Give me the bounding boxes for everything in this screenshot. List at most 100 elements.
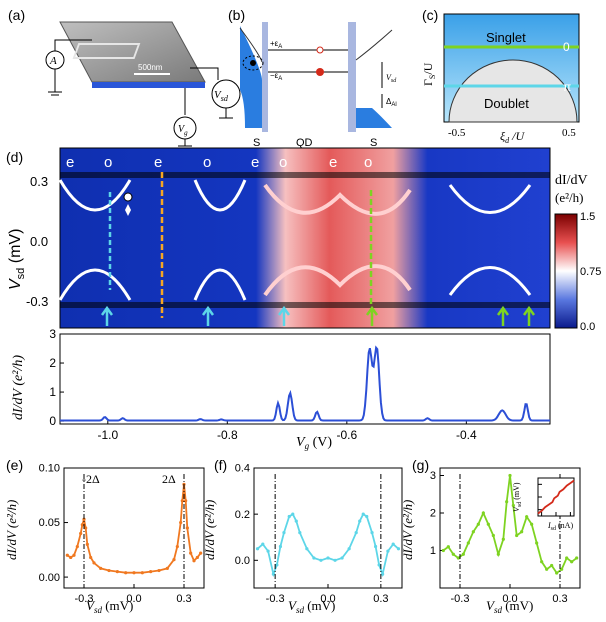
parity-label: o xyxy=(104,154,112,171)
map-ytick: 0.0 xyxy=(30,234,48,249)
vsd-source-label: Vsd xyxy=(214,89,229,103)
abs-lobe xyxy=(193,268,247,301)
e-marker-right: 2Δ xyxy=(162,472,176,486)
g-data-point xyxy=(520,530,524,534)
g-ylabel: dI/dV (e²/h) xyxy=(400,500,415,560)
e-data-point xyxy=(157,568,161,573)
panel-c: (c) Singlet Doublet 0 π ΓS/U -0.5 0.5 ξd… xyxy=(421,7,580,145)
g-inset-xlabel: Isd (nA) xyxy=(547,521,573,532)
left-dos-empty xyxy=(239,27,263,63)
map-ylabel: Vsd (mV) xyxy=(7,229,27,290)
g-data-point xyxy=(486,522,490,526)
e-data-point xyxy=(75,544,79,549)
g-inset-chart xyxy=(537,477,575,517)
minus-epsilon-label: −εA xyxy=(270,71,282,82)
abs-lobe xyxy=(58,179,132,212)
f-data-point xyxy=(347,547,351,551)
panel-a: (a) 500nm A Vsd Vg xyxy=(8,7,241,147)
g-chart: -0.3 0.0 0.3 1 2 3 xyxy=(430,467,581,605)
g-ytick-label: 1 xyxy=(430,545,436,557)
e-data-point xyxy=(180,499,184,503)
g-data-point xyxy=(496,552,500,556)
f-ytick-label: 0.4 xyxy=(235,463,250,475)
e-data-point xyxy=(165,566,169,570)
d-trace-xtick-label: -1.0 xyxy=(97,428,118,442)
f-data-point xyxy=(271,572,275,576)
f-data-point xyxy=(377,563,381,567)
f-data-point xyxy=(298,531,302,535)
e-data-point xyxy=(140,571,144,575)
panel-label-a: (a) xyxy=(8,7,25,23)
g-data-point xyxy=(550,563,554,568)
f-data-point xyxy=(373,544,378,549)
f-data-point xyxy=(319,558,323,562)
g-data-point xyxy=(456,556,460,560)
device-sem-image xyxy=(59,21,206,83)
d-trace-chart: -1.0 -0.8 -0.6 -0.4 0 1 2 3 xyxy=(49,327,551,442)
g-data-point xyxy=(560,567,564,571)
f-data-point xyxy=(294,519,298,523)
e-data-point xyxy=(85,542,89,546)
e-ytick-label: 0.00 xyxy=(39,572,60,584)
qd-label: QD xyxy=(296,137,313,149)
filled-state-dot xyxy=(316,68,324,76)
g-data-point xyxy=(446,545,450,549)
e-data-point xyxy=(192,559,196,563)
f-series-line xyxy=(256,512,400,578)
abs-lobe xyxy=(263,264,412,297)
f-ytick-label: 0.0 xyxy=(235,555,250,567)
e-data-point xyxy=(199,551,203,555)
g-data-point xyxy=(451,552,455,556)
f-data-point xyxy=(266,549,270,553)
e-data-point xyxy=(89,555,93,560)
panel-label-c: (c) xyxy=(422,7,438,23)
e-chart: -0.3 0.0 0.3 0.00 0.05 0.10 xyxy=(39,463,205,605)
f-chart: -0.3 0.0 0.3 0.0 0.2 0.4 xyxy=(235,463,403,605)
arrow-green xyxy=(496,305,510,326)
g-data-point xyxy=(511,503,515,508)
colorbar-tick: 0.75 xyxy=(580,266,601,278)
e-data-point xyxy=(132,571,136,575)
right-lead-label: S xyxy=(370,137,377,149)
g-data-point xyxy=(525,515,529,519)
marker-circle xyxy=(123,192,133,202)
d-trace-ytick-label: 0 xyxy=(49,414,56,428)
map-ytick: 0.3 xyxy=(30,174,48,189)
abs-lobe xyxy=(193,179,247,212)
d-trace-ytick-label: 2 xyxy=(49,356,56,370)
g-data-point xyxy=(441,548,445,553)
parity-label: e xyxy=(66,154,74,171)
right-dos-empty xyxy=(355,29,393,61)
parity-label: e xyxy=(154,154,162,171)
gap-edge-top xyxy=(60,172,550,178)
trace-xlabel: Vg (V) xyxy=(296,435,332,451)
empty-state-dot xyxy=(316,46,324,54)
abs-lobe xyxy=(58,268,132,301)
e-data-point xyxy=(69,555,73,560)
e-xtick-label: 0.3 xyxy=(176,593,191,605)
panel-c-xtick-left: -0.5 xyxy=(448,127,466,139)
f-data-point xyxy=(287,514,291,519)
g-xlabel: Vsd (mV) xyxy=(486,598,533,615)
d-trace-xtick-label: -0.4 xyxy=(456,428,477,442)
f-data-point xyxy=(333,558,337,562)
pi-phase-label: π xyxy=(563,80,571,94)
parity-label: o xyxy=(279,154,287,171)
f-xtick-label: 0.3 xyxy=(373,593,388,605)
colorbar xyxy=(554,213,578,329)
device-loop xyxy=(72,43,141,59)
g-data-point xyxy=(575,556,579,560)
d-trace-series-line xyxy=(60,345,550,422)
g-data-point xyxy=(505,500,509,504)
panel-d: (d) e o e o xyxy=(6,147,601,451)
g-ytick-label: 3 xyxy=(430,470,436,482)
parity-label: o xyxy=(203,154,211,171)
arrow-green xyxy=(365,305,379,326)
arrow-green xyxy=(522,305,536,326)
f-data-point xyxy=(326,556,330,560)
g-data-point xyxy=(481,511,485,515)
colorbar-title: dI/dV xyxy=(555,173,588,188)
f-data-point xyxy=(361,512,365,516)
parity-label: o xyxy=(364,154,372,171)
g-xtick-label: 0.0 xyxy=(502,593,517,605)
